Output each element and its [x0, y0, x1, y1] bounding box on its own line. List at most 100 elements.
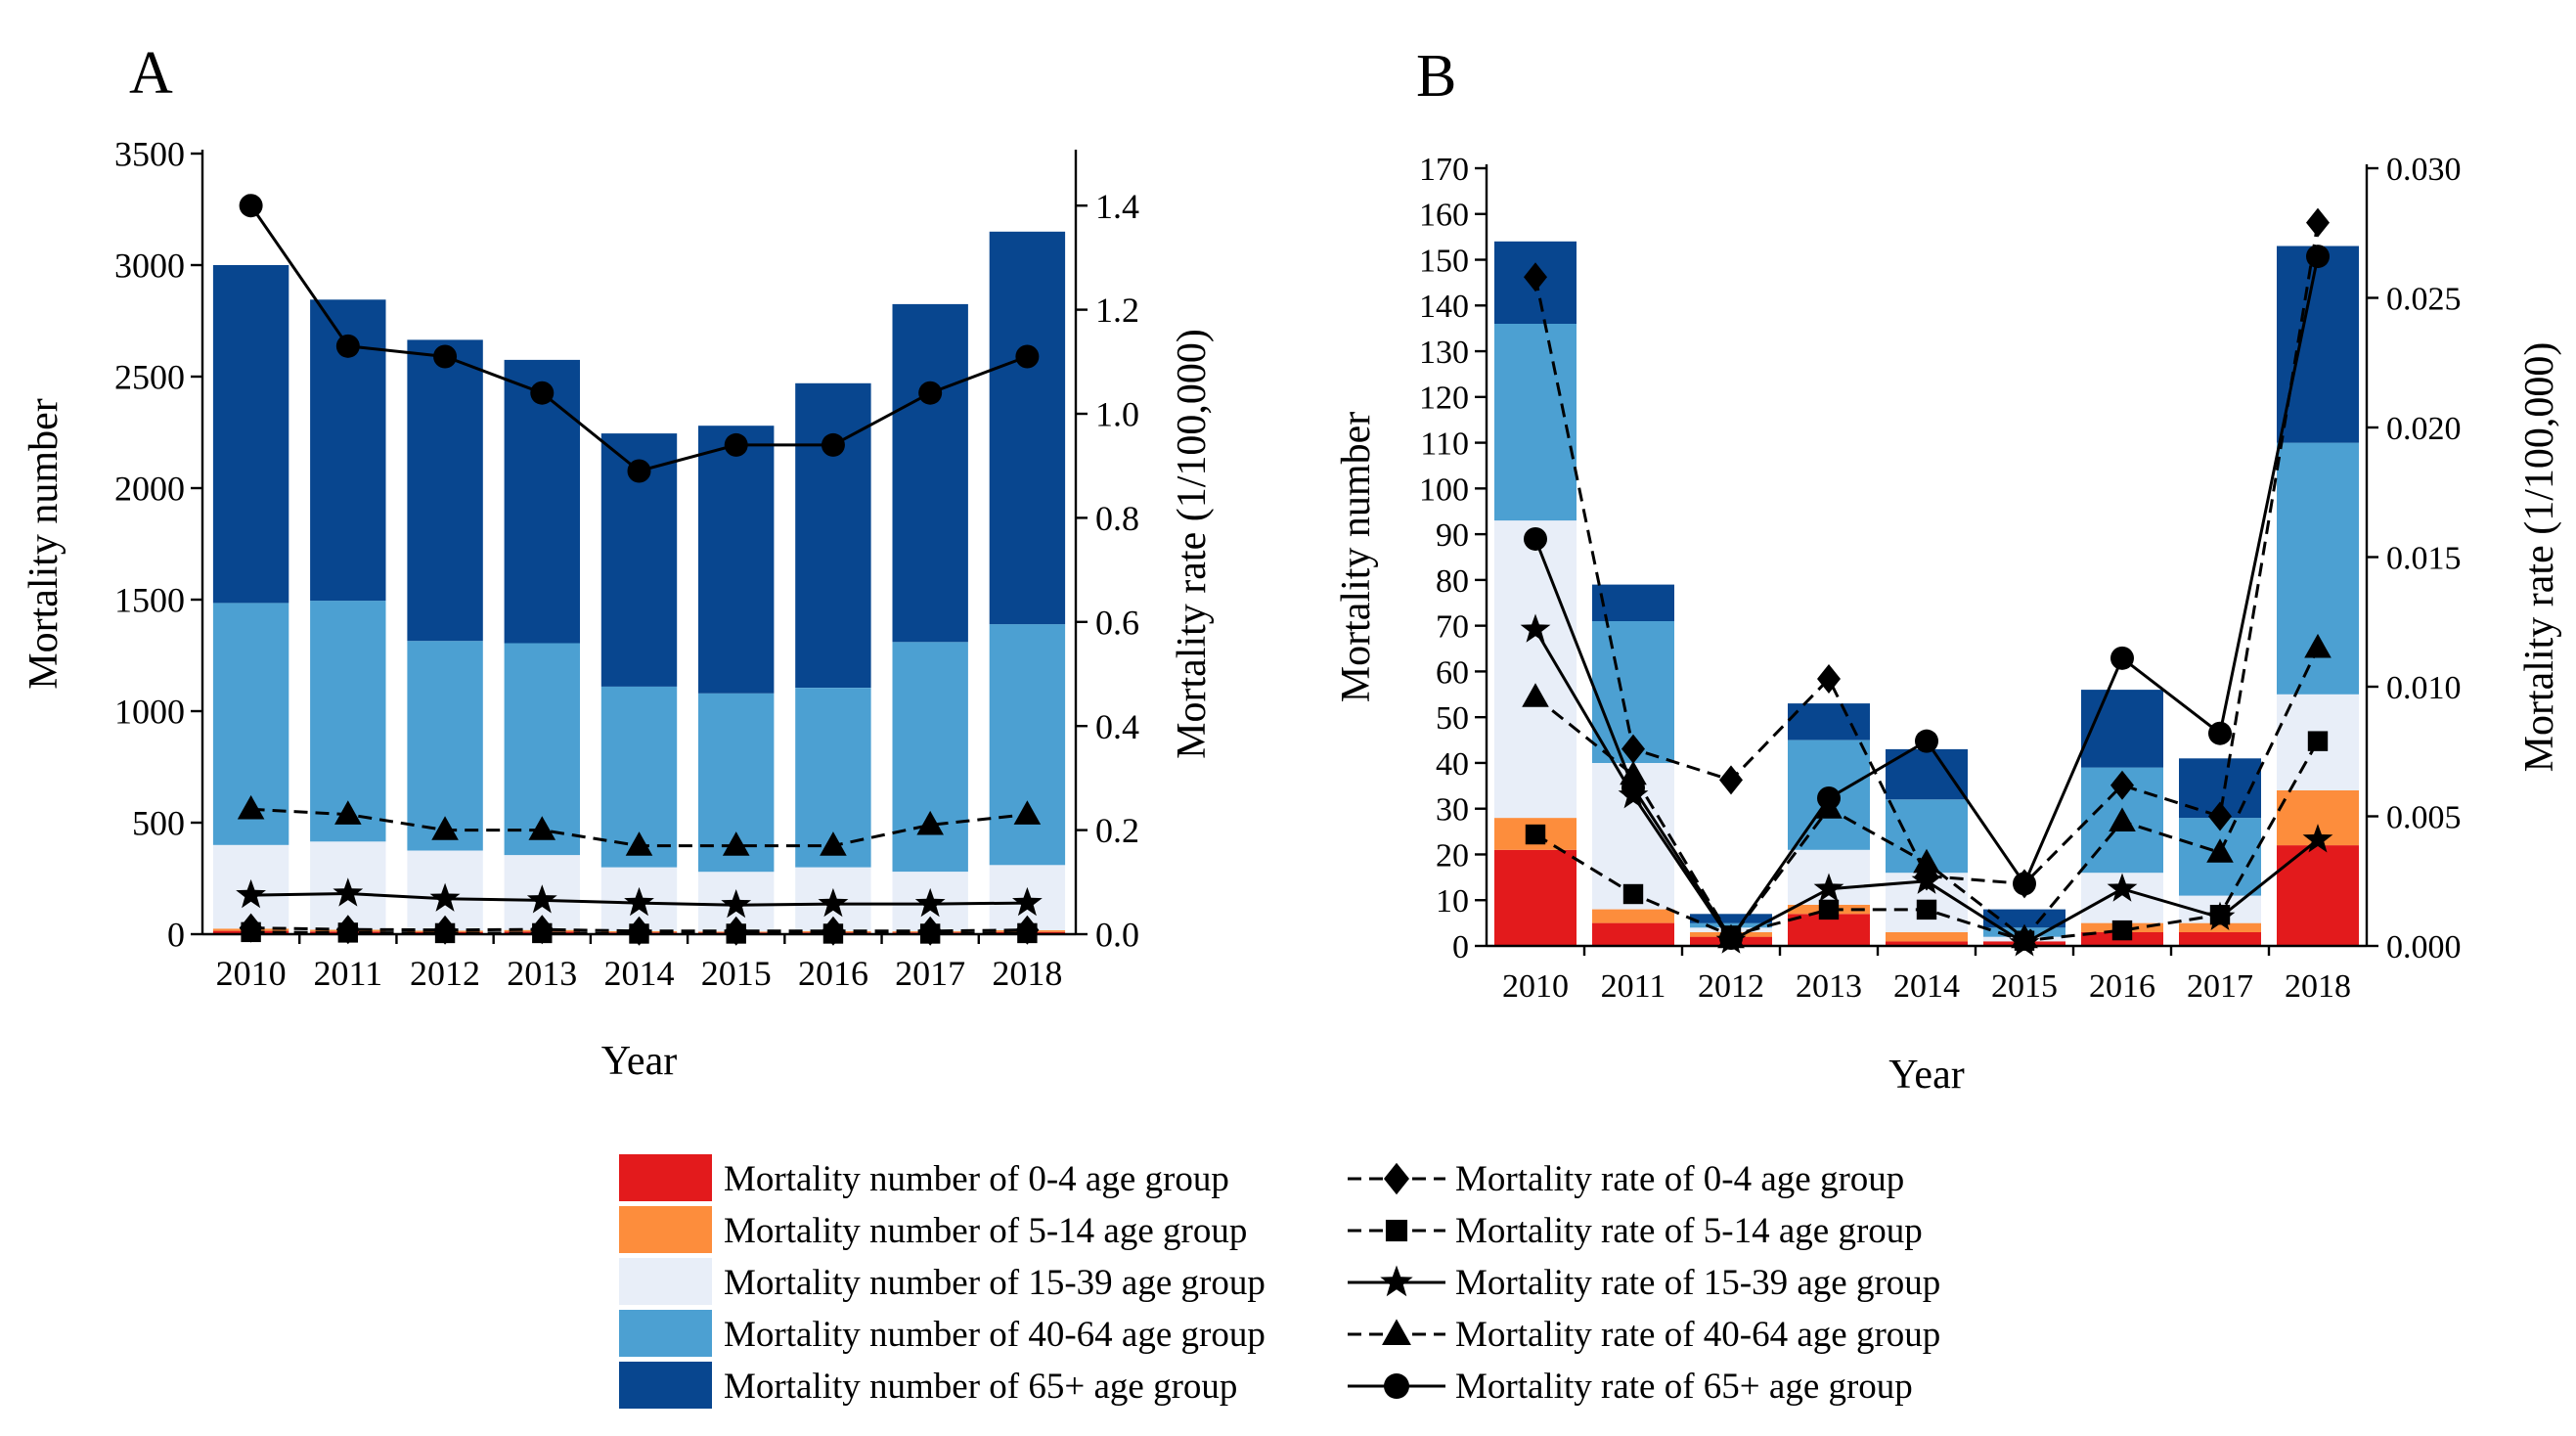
- y-tick-label: 160: [1419, 198, 1469, 234]
- panel-b: 0 10 20 30 40 50 60 70 80 90 100 110 120 130 140 150 160…: [1334, 43, 2562, 1098]
- y-tick-label: 130: [1419, 335, 1469, 371]
- y-tick-label: 170: [1419, 152, 1469, 188]
- bar-age_40_64-2018: [989, 624, 1066, 866]
- marker-age_65_plus-2018: [1015, 344, 1040, 369]
- y2-axis-title: Mortality rate (1/100,000): [2517, 342, 2562, 773]
- panel-label: B: [1416, 43, 1456, 110]
- bar-age_65_plus-2016: [2081, 690, 2163, 768]
- legend-line-label: Mortality rate of 0-4 age group: [1455, 1159, 1904, 1199]
- legend-marker-age_15_39: [1380, 1265, 1413, 1297]
- bars: [1494, 241, 2359, 946]
- x-tick-label: 2017: [2187, 968, 2253, 1005]
- bar-age_5_14-2014: [1886, 932, 1968, 942]
- marker-age_15_39-2012: [429, 882, 461, 912]
- marker-age_65_plus-2010: [1524, 526, 1547, 551]
- legend-swatch-age_40_64: [619, 1310, 712, 1357]
- marker-age_40_64-2017: [916, 810, 944, 835]
- y2-tick-label: 0.030: [2386, 152, 2462, 188]
- legend-bar-label: Mortality number of 0-4 age group: [724, 1159, 1229, 1199]
- legend-marker-age_5_14: [1385, 1219, 1408, 1242]
- marker-age_0_4-2017: [2208, 801, 2232, 831]
- y-tick-label: 30: [1436, 792, 1469, 829]
- y-tick-label: 500: [132, 804, 185, 843]
- legend-swatch-age_5_14: [619, 1206, 712, 1253]
- marker-age_5_14-2010: [241, 921, 261, 943]
- legend-swatch-age_65_plus: [619, 1362, 712, 1409]
- marker-age_0_4-2018: [2306, 207, 2330, 238]
- y-tick-label: 100: [1419, 471, 1469, 508]
- y2-tick-label: 0.4: [1095, 707, 1139, 746]
- bar-age_40_64-2012: [407, 641, 483, 851]
- marker-age_40_64-2014: [625, 831, 653, 856]
- y-tick-label: 110: [1420, 426, 1469, 462]
- legend-bar-label: Mortality number of 5-14 age group: [724, 1211, 1247, 1251]
- marker-age_40_64-2016: [2109, 807, 2136, 831]
- marker-age_15_39-2018: [1012, 886, 1043, 917]
- marker-age_40_64-2017: [2206, 838, 2234, 863]
- marker-age_65_plus-2013: [530, 381, 555, 405]
- y-tick-label: 3500: [114, 135, 185, 174]
- marker-age_40_64-2015: [2011, 923, 2038, 949]
- y2-tick-label: 0.0: [1095, 916, 1139, 955]
- x-tick-label: 2010: [1502, 968, 1569, 1005]
- y2-tick-label: 0.8: [1095, 499, 1139, 538]
- legend-line-label: Mortality rate of 5-14 age group: [1455, 1211, 1923, 1251]
- y-tick-label: 120: [1419, 381, 1469, 417]
- marker-age_40_64-2011: [334, 800, 362, 825]
- y-axis-title: Mortality number: [1334, 412, 1379, 702]
- y2-tick-label: 1.4: [1095, 187, 1139, 226]
- legend-line-label: Mortality rate of 15-39 age group: [1455, 1263, 1940, 1303]
- marker-age_15_39-2011: [333, 877, 364, 907]
- x-tick-label: 2014: [604, 954, 675, 993]
- marker-age_0_4-2011: [1621, 734, 1645, 764]
- marker-age_40_64-2014: [1913, 848, 1940, 874]
- y2-tick-label: 0.000: [2386, 929, 2462, 965]
- marker-age_40_64-2018: [2304, 633, 2332, 658]
- y2-tick-label: 0.025: [2386, 281, 2462, 317]
- y2-tick-label: 0.015: [2386, 540, 2462, 576]
- y-tick-label: 3000: [114, 247, 185, 286]
- y-tick-label: 90: [1436, 517, 1469, 554]
- legend-bar-label: Mortality number of 40-64 age group: [724, 1315, 1266, 1355]
- marker-age_15_39-2015: [721, 889, 752, 919]
- marker-age_65_plus-2012: [433, 344, 458, 369]
- y-tick-label: 70: [1436, 609, 1469, 646]
- x-tick-label: 2012: [410, 954, 480, 993]
- bar-age_65_plus-2017: [892, 303, 968, 643]
- bar-age_65_plus-2018: [2277, 246, 2359, 443]
- bar-age_0_4-2018: [2277, 845, 2359, 946]
- marker-age_15_39-2017: [914, 887, 946, 918]
- marker-age_0_4-2010: [1524, 262, 1547, 292]
- y-tick-label: 0: [167, 916, 185, 955]
- marker-age_65_plus-2011: [335, 334, 360, 358]
- legend-swatch-age_0_4: [619, 1154, 712, 1201]
- x-tick-label: 2017: [895, 954, 965, 993]
- y2-tick-label: 0.6: [1095, 603, 1139, 642]
- bar-age_65_plus-2012: [1690, 914, 1772, 923]
- y2-tick-label: 0.005: [2386, 799, 2462, 835]
- marker-age_65_plus-2017: [918, 381, 943, 405]
- legend-marker-age_0_4: [1384, 1162, 1409, 1195]
- bar-age_0_4-2011: [1592, 922, 1674, 946]
- marker-age_65_plus-2016: [821, 432, 845, 457]
- y2-axis-title: Mortality rate (1/100,000): [1170, 329, 1215, 759]
- y2-tick-label: 0.020: [2386, 411, 2462, 447]
- y-tick-label: 60: [1436, 654, 1469, 691]
- panel-a: 0 500 1000 1500 2000 2500 3000 3500 0.0 0.2 0.4 0.6…: [22, 40, 1215, 1084]
- bar-age_65_plus-2016: [795, 382, 871, 688]
- marker-age_15_39-2013: [526, 884, 557, 914]
- legend-marker-age_40_64: [1382, 1319, 1411, 1346]
- marker-age_15_39-2014: [1911, 865, 1942, 894]
- marker-age_65_plus-2015: [2013, 872, 2036, 896]
- y-tick-label: 140: [1419, 289, 1469, 325]
- marker-age_5_14-2013: [1818, 899, 1840, 920]
- y-tick-label: 1500: [114, 581, 185, 620]
- x-tick-label: 2010: [216, 954, 287, 993]
- x-tick-label: 2013: [507, 954, 577, 993]
- marker-age_15_39-2017: [2204, 901, 2236, 930]
- marker-age_5_14-2010: [1525, 824, 1546, 845]
- y-tick-label: 150: [1419, 243, 1469, 279]
- marker-age_15_39-2010: [236, 878, 266, 909]
- marker-age_5_14-2011: [337, 922, 359, 943]
- y2-tick-label: 1.2: [1095, 291, 1139, 330]
